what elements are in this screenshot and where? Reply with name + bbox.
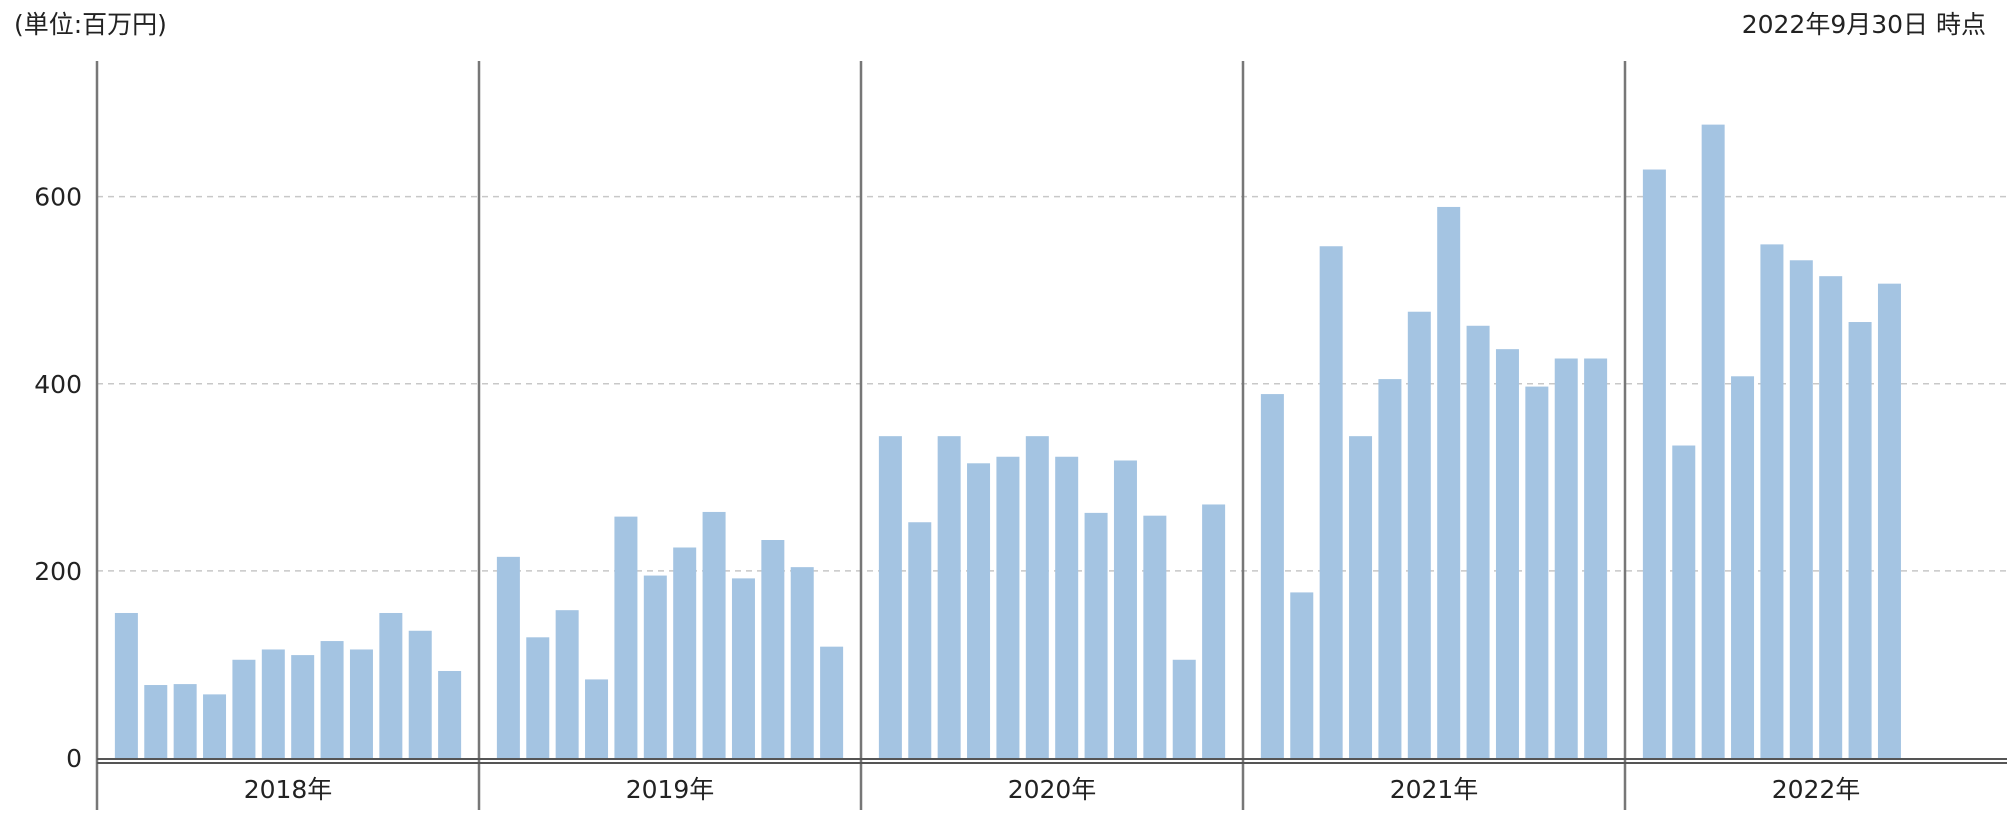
bar xyxy=(878,436,902,758)
bar xyxy=(1113,460,1137,758)
bar xyxy=(1349,436,1373,758)
as-of-date: 2022年9月30日 時点 xyxy=(1742,10,1986,39)
bar xyxy=(408,630,432,758)
bar xyxy=(1055,456,1079,758)
bar xyxy=(585,679,609,758)
bar xyxy=(614,516,638,758)
bar xyxy=(320,641,344,758)
bar xyxy=(1701,124,1725,759)
x-group-label: 2022年 xyxy=(1772,775,1861,804)
y-tick-label: 400 xyxy=(34,370,82,399)
bar xyxy=(232,659,256,758)
bar xyxy=(1495,349,1519,758)
bar xyxy=(790,567,814,758)
x-group-label: 2019年 xyxy=(626,775,715,804)
bar xyxy=(761,540,785,758)
bar xyxy=(1672,445,1696,758)
bar xyxy=(1319,246,1343,758)
bar xyxy=(349,649,373,758)
bar xyxy=(1143,515,1167,758)
bar xyxy=(1084,512,1108,758)
bar xyxy=(173,684,197,758)
bar xyxy=(1760,244,1784,758)
bar xyxy=(937,436,961,758)
bar xyxy=(1025,436,1049,758)
bar xyxy=(1877,283,1901,758)
bar xyxy=(1466,325,1490,758)
bar xyxy=(1554,358,1578,758)
bar xyxy=(702,511,726,758)
x-group-label: 2021年 xyxy=(1390,775,1479,804)
bar xyxy=(526,637,550,758)
bar xyxy=(996,456,1020,758)
bar xyxy=(261,649,285,758)
unit-note: (単位:百万円) xyxy=(14,10,167,39)
bar xyxy=(291,655,315,758)
bar xyxy=(1819,276,1843,758)
bar xyxy=(967,463,991,758)
bar xyxy=(1260,394,1284,758)
bar xyxy=(1642,169,1666,758)
bar xyxy=(1848,322,1872,758)
x-group-label: 2018年 xyxy=(244,775,333,804)
y-tick-label: 0 xyxy=(66,744,82,773)
bar xyxy=(643,575,667,758)
bar xyxy=(438,670,462,758)
bar xyxy=(496,556,520,758)
y-tick-label: 600 xyxy=(34,183,82,212)
y-tick-label: 200 xyxy=(34,557,82,586)
x-group-label: 2020年 xyxy=(1008,775,1097,804)
bar xyxy=(673,547,697,758)
bar xyxy=(144,685,168,758)
bar xyxy=(820,646,844,758)
bar xyxy=(379,612,403,758)
bar xyxy=(1172,659,1196,758)
bar xyxy=(1290,592,1314,758)
bar xyxy=(1584,358,1608,758)
bar xyxy=(1202,504,1226,758)
bar xyxy=(203,694,227,758)
bar xyxy=(1525,386,1549,758)
bar xyxy=(1789,260,1813,758)
bar xyxy=(1731,376,1755,758)
bar xyxy=(114,612,138,758)
bar xyxy=(1378,379,1402,758)
bar xyxy=(555,610,579,758)
bar xyxy=(731,578,755,758)
bar xyxy=(1437,206,1461,759)
bar xyxy=(908,522,932,758)
bar xyxy=(1407,311,1431,758)
